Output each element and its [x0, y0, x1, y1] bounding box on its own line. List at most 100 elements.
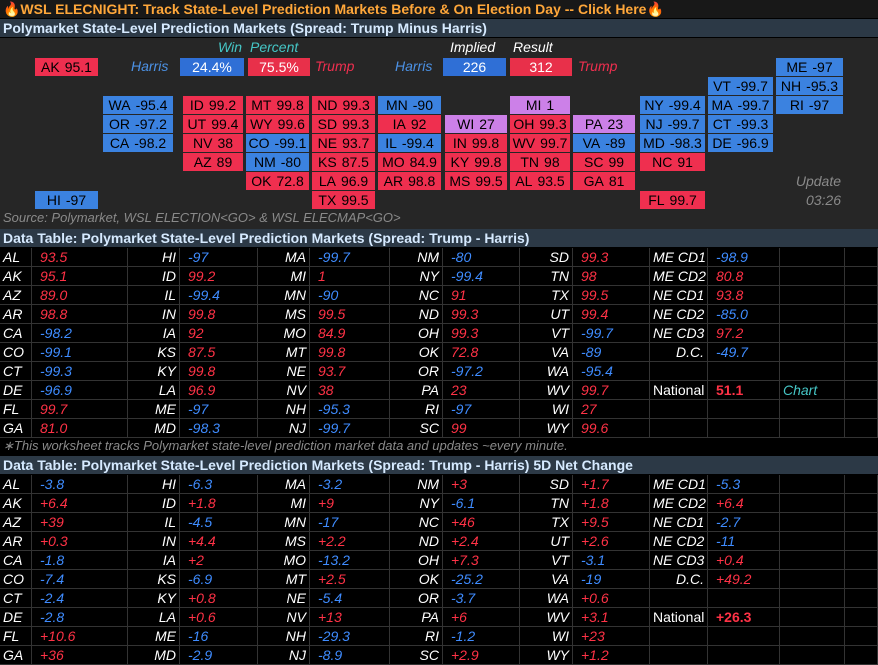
cell-value: 84.9: [310, 324, 390, 343]
cell-value: +0.8: [180, 589, 258, 608]
cell-value: -5.3: [708, 475, 780, 494]
cell-value: -5.4: [310, 589, 390, 608]
cell-link[interactable]: Chart: [780, 381, 845, 400]
cell: [845, 419, 878, 438]
cell-value: +36: [32, 646, 128, 665]
cell-value: 99.7: [573, 381, 650, 400]
state-tile: NH -95.3: [776, 77, 843, 95]
state-tile: WA -95.4: [103, 96, 173, 114]
cell-label: LA: [128, 608, 180, 627]
tile-value: 96.9: [340, 173, 369, 189]
tile-state: HI: [46, 192, 61, 208]
cell: [845, 286, 878, 305]
cell: [845, 627, 878, 646]
tile-state: OH: [513, 116, 535, 132]
cell-label: NY: [390, 494, 443, 513]
cell-label: ND: [390, 305, 443, 324]
tile-value: 99.7: [669, 192, 697, 208]
tile-state: SC: [583, 154, 604, 170]
cell: [845, 324, 878, 343]
cell-label: KS: [128, 570, 180, 589]
cell-value: -6.1: [443, 494, 520, 513]
tile-value: -99.7: [735, 78, 768, 94]
win-heading: Percent: [250, 39, 299, 55]
tile-value: 99.6: [277, 116, 305, 132]
state-tile: FL 99.7: [640, 191, 705, 209]
tile-state: KS: [318, 154, 337, 170]
cell-value: -89: [573, 343, 650, 362]
map-title: Polymarket State-Level Prediction Market…: [0, 19, 878, 37]
tile-state: NC: [652, 154, 673, 170]
cell-label: AK: [0, 494, 32, 513]
cell-value: -2.4: [32, 589, 128, 608]
cell: [845, 646, 878, 665]
state-tile: MD -98.3: [640, 134, 705, 152]
footnote: ∗This worksheet tracks Polymarket state-…: [3, 438, 568, 453]
cell-label: AK: [0, 267, 32, 286]
cell-value: +1.8: [573, 494, 650, 513]
cell-label: MA: [258, 475, 310, 494]
cell-value: -3.7: [443, 589, 520, 608]
cell-value: 92: [180, 324, 258, 343]
cell-label: WI: [520, 400, 573, 419]
cell-label: NE CD2: [650, 532, 708, 551]
cell-value: 99.5: [573, 286, 650, 305]
cell-value: [708, 362, 780, 381]
cell-value: 93.8: [708, 286, 780, 305]
banner[interactable]: 🔥WSL ELECNIGHT: Track State-Level Predic…: [0, 0, 878, 18]
tile-value: 99: [608, 154, 625, 170]
tile-state: DE: [712, 135, 732, 151]
tile-state: ME: [786, 59, 808, 75]
cell-value: -98.3: [180, 419, 258, 438]
cell-label: NJ: [258, 419, 310, 438]
cell-value: 99.4: [573, 305, 650, 324]
implied-heading: Implied: [450, 39, 496, 55]
tile-state: MD: [643, 135, 665, 151]
cell-label: IN: [128, 305, 180, 324]
tile-value: -90: [412, 97, 433, 113]
cell-label: [650, 646, 708, 665]
tile-state: LA: [318, 173, 336, 189]
tile-state: NJ: [645, 116, 663, 132]
cell-label: UT: [520, 305, 573, 324]
cell-value: -99.4: [443, 267, 520, 286]
cell-value: 89.0: [32, 286, 128, 305]
cell-value: -7.4: [32, 570, 128, 589]
tile-state: AL: [515, 173, 533, 189]
cell-value: -3.8: [32, 475, 128, 494]
tile-value: -98.3: [669, 135, 702, 151]
tile-state: WV: [512, 135, 536, 151]
cell-value: -1.2: [443, 627, 520, 646]
cell-label: LA: [128, 381, 180, 400]
cell-label: WA: [520, 362, 573, 381]
cell-label: VT: [520, 551, 573, 570]
cell: [845, 532, 878, 551]
cell-value: +0.3: [32, 532, 128, 551]
cell-value: 99.8: [310, 343, 390, 362]
tile-state: SD: [317, 116, 338, 132]
cell-label: NY: [390, 267, 443, 286]
cell-label: NE: [258, 589, 310, 608]
cell-value: +13: [310, 608, 390, 627]
cell-label: NE CD1: [650, 513, 708, 532]
tile-state: KY: [450, 154, 470, 170]
cell-value: +6: [443, 608, 520, 627]
state-tile: NY -99.4: [640, 96, 705, 114]
cell-label: TX: [520, 513, 573, 532]
tile-value: -99.7: [737, 97, 770, 113]
tile-value: -97.2: [135, 116, 167, 132]
tile-value: -99.7: [667, 116, 700, 132]
cell-value: [708, 627, 780, 646]
tile-state: IA: [392, 116, 406, 132]
state-tile: NC 91: [640, 153, 705, 171]
cell-value: +2: [180, 551, 258, 570]
tile-value: 99.4: [211, 116, 239, 132]
cell-value: -99.3: [32, 362, 128, 381]
cell-value: -99.7: [573, 324, 650, 343]
cell-label: NE: [258, 362, 310, 381]
cell-label: OH: [390, 551, 443, 570]
cell-value: 99: [443, 419, 520, 438]
cell-label: MI: [258, 494, 310, 513]
cell-label: NE CD1: [650, 286, 708, 305]
state-tile: IL -99.4: [378, 134, 441, 152]
